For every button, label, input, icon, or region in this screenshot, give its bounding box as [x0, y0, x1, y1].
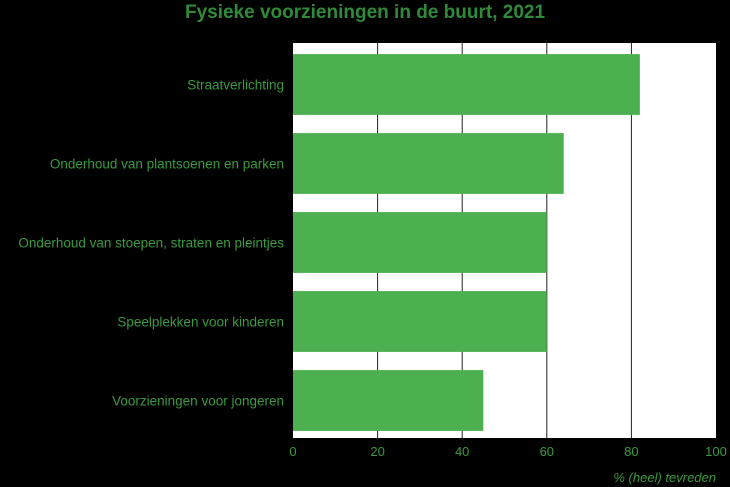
bar — [293, 54, 640, 115]
chart-title: Fysieke voorzieningen in de buurt, 2021 — [185, 2, 545, 23]
x-tick-label: 60 — [540, 444, 554, 459]
bar — [293, 291, 547, 352]
category-labels: Straatverlichting Onderhoud van plantsoen… — [18, 78, 284, 409]
category-label: Voorzieningen voor jongeren — [112, 394, 284, 409]
category-label: Onderhoud van plantsoenen en parken — [50, 157, 284, 172]
bar — [293, 370, 484, 431]
bar — [293, 133, 564, 194]
category-label: Speelplekken voor kinderen — [117, 315, 284, 330]
category-label: Straatverlichting — [187, 78, 284, 93]
bars — [293, 54, 640, 431]
x-tick-label: 100 — [705, 444, 727, 459]
x-axis-label: % (heel) tevreden — [613, 470, 716, 485]
x-tick-label: 20 — [370, 444, 384, 459]
x-tick-label: 0 — [289, 444, 296, 459]
x-tick-label: 80 — [624, 444, 638, 459]
category-label: Onderhoud van stoepen, straten en pleint… — [18, 236, 284, 251]
x-tick-labels: 0 20 40 60 80 100 — [289, 444, 726, 459]
x-tick-label: 40 — [455, 444, 469, 459]
bar — [293, 212, 547, 273]
